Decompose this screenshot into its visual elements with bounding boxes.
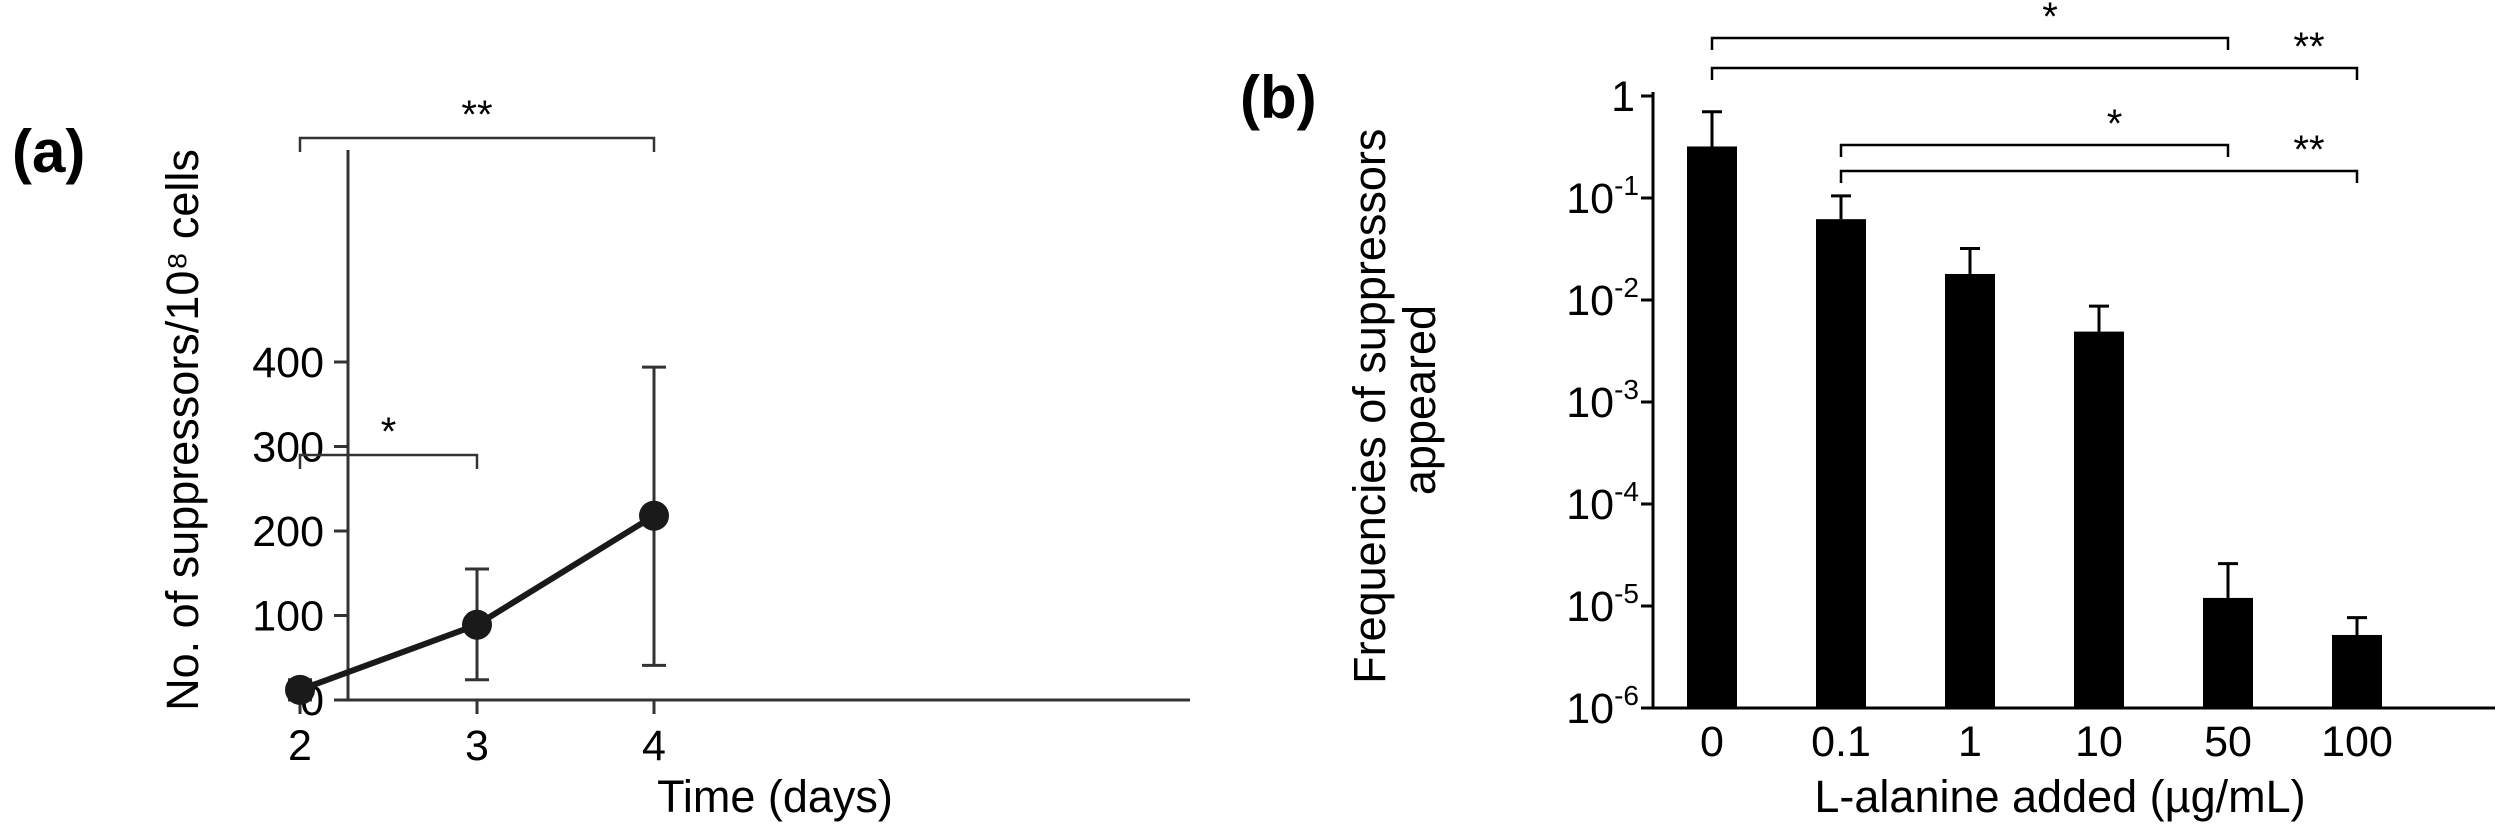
panel-b-x-tick-label: 1 xyxy=(1958,718,1982,766)
panel-b-chart: (b) 1 10-1 10-2 10-3 10-4 10-5 10-6 0 0.1 1 10 50 1… xyxy=(1240,0,2495,822)
panel-a-significance-bracket xyxy=(298,453,479,469)
panel-b-error-bars xyxy=(1702,110,2367,635)
panel-a-x-tick-label: 3 xyxy=(465,722,489,770)
panel-b-significance-bracket xyxy=(1710,66,2359,80)
panel-b-bar xyxy=(2203,597,2253,708)
panel-b-significance-bracket xyxy=(1839,143,2230,157)
panel-a-points xyxy=(285,500,669,705)
panel-b-y-tick-label: 10-2 xyxy=(1566,272,1639,325)
panel-a-significance-label: ** xyxy=(461,93,492,137)
panel-a-data-point xyxy=(462,609,492,640)
panel-a-x-tick-label: 4 xyxy=(642,722,666,770)
panel-b-significance: ****** xyxy=(1710,0,2359,183)
panel-b-x-axis-title: L-alanine added (µg/mL) xyxy=(1814,771,2305,822)
panel-a-label: (a) xyxy=(12,118,85,185)
panel-b-y-tick-label: 10-6 xyxy=(1566,680,1639,733)
panel-b-significance-bracket xyxy=(1839,169,2359,183)
panel-b-significance-bracket xyxy=(1710,36,2230,50)
panel-a-y-tick-label: 400 xyxy=(252,339,324,387)
panel-b-x-tick-label: 10 xyxy=(2075,718,2123,766)
panel-a-error-bars xyxy=(288,365,666,702)
panel-a-data-point xyxy=(639,500,669,531)
panel-b-significance-label: ** xyxy=(2293,25,2324,69)
panel-b-y-ticks: 1 10-1 10-2 10-3 10-4 10-5 10-6 xyxy=(1566,73,1653,733)
panel-b-y-tick-label: 10-3 xyxy=(1566,374,1639,427)
panel-a-y-tick-label: 200 xyxy=(252,508,324,556)
panel-a-data-point xyxy=(285,674,315,705)
panel-b-y-tick-label: 10-4 xyxy=(1566,476,1639,529)
panel-b-bars xyxy=(1687,146,2382,709)
panel-a-y-tick-label: 100 xyxy=(252,593,324,641)
panel-a-y-tick-label: 300 xyxy=(252,424,324,472)
panel-a-x-ticks: 2 3 4 xyxy=(288,700,666,770)
panel-b-y-axis-title-line-2: appeared xyxy=(1394,305,1445,495)
panel-a-y-axis-title: No. of suppressors/10⁸ cells xyxy=(157,149,208,711)
panel-b-x-tick-label: 0 xyxy=(1700,718,1724,766)
panel-a-significance-label: * xyxy=(381,410,397,454)
panel-b-significance-label: * xyxy=(2107,102,2123,146)
panel-b-x-ticks: 0 0.1 1 10 50 100 xyxy=(1700,718,2393,766)
panel-b-significance-label: * xyxy=(2042,0,2058,39)
panel-b-y-axis-title: Frequencies of suppressors appeared xyxy=(1344,116,1445,684)
panel-a-x-tick-label: 2 xyxy=(288,722,312,770)
panel-b-bar xyxy=(2074,331,2124,708)
panel-b-x-tick-label: 0.1 xyxy=(1811,718,1871,766)
panel-b-bar xyxy=(1816,219,1866,709)
panel-b-y-tick-label: 10-1 xyxy=(1566,170,1639,223)
panel-b-bar xyxy=(2332,634,2382,708)
panel-b-x-tick-label: 50 xyxy=(2204,718,2252,766)
panel-b-significance-label: ** xyxy=(2293,128,2324,172)
panel-b-bar xyxy=(1687,146,1737,708)
panel-b-bar xyxy=(1945,273,1995,708)
panel-b-y-tick-label: 10-5 xyxy=(1566,578,1639,631)
panel-b-label: (b) xyxy=(1240,64,1317,131)
panel-a-x-axis-title: Time (days) xyxy=(657,771,893,822)
panel-b-y-axis-title-line-1: Frequencies of suppressors xyxy=(1344,129,1395,684)
panel-b-x-tick-label: 100 xyxy=(2321,718,2393,766)
panel-a-significance: *** xyxy=(298,93,656,469)
panel-a-significance-bracket xyxy=(298,136,656,152)
panel-b-y-tick-label: 1 xyxy=(1611,73,1635,121)
